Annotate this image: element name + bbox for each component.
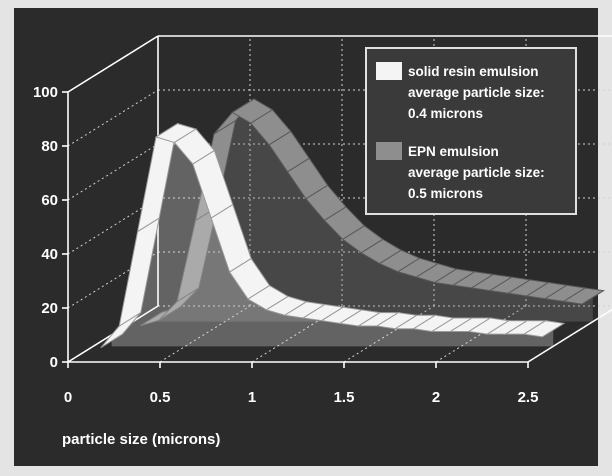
- series-1-wall: [151, 105, 593, 322]
- tick-labels: 0 20 40 60 80 100 0 0.5 1 1.5 2 2.5: [33, 84, 538, 406]
- series-0-segment-23: [522, 320, 566, 338]
- y-tick-label-5: 100: [33, 84, 58, 101]
- y-tick-label-0: 0: [50, 354, 58, 371]
- x-axis-label: particle size (microns): [62, 431, 220, 448]
- legend-epn-line-1: EPN emulsion: [408, 144, 499, 159]
- x-tick-label-3: 1.5: [334, 389, 355, 406]
- series-0-wall: [111, 130, 554, 347]
- legend-swatch-epn: [376, 142, 402, 160]
- axis-frame-2: [67, 35, 159, 93]
- x-tick-label-0: 0: [64, 389, 72, 406]
- legend: solid resin emulsion average particle si…: [365, 47, 577, 215]
- legend-box: [365, 47, 577, 215]
- legend-solid-resin-line-2: average particle size:: [408, 85, 545, 100]
- y-tick-label-2: 40: [41, 246, 58, 263]
- y-tick-label-3: 60: [41, 192, 58, 209]
- series-layer: [100, 98, 606, 349]
- x-tick-label-1: 0.5: [150, 389, 171, 406]
- x-tick-label-2: 1: [248, 389, 256, 406]
- y-tick-label-1: 20: [41, 300, 58, 317]
- legend-swatch-solid-resin: [376, 62, 402, 80]
- legend-solid-resin-line-3: 0.4 microns: [408, 106, 483, 121]
- x-tick-label-5: 2.5: [518, 389, 539, 406]
- series-1-segment-23: [562, 287, 606, 305]
- legend-solid-resin-line-1: solid resin emulsion: [408, 64, 539, 79]
- legend-epn-line-3: 0.5 microns: [408, 186, 483, 201]
- axis-frame-7: [527, 308, 612, 363]
- legend-epn-line-2: average particle size:: [408, 165, 545, 180]
- y-tick-label-4: 80: [41, 138, 58, 155]
- x-tick-label-4: 2: [432, 389, 440, 406]
- series-0: [100, 122, 566, 349]
